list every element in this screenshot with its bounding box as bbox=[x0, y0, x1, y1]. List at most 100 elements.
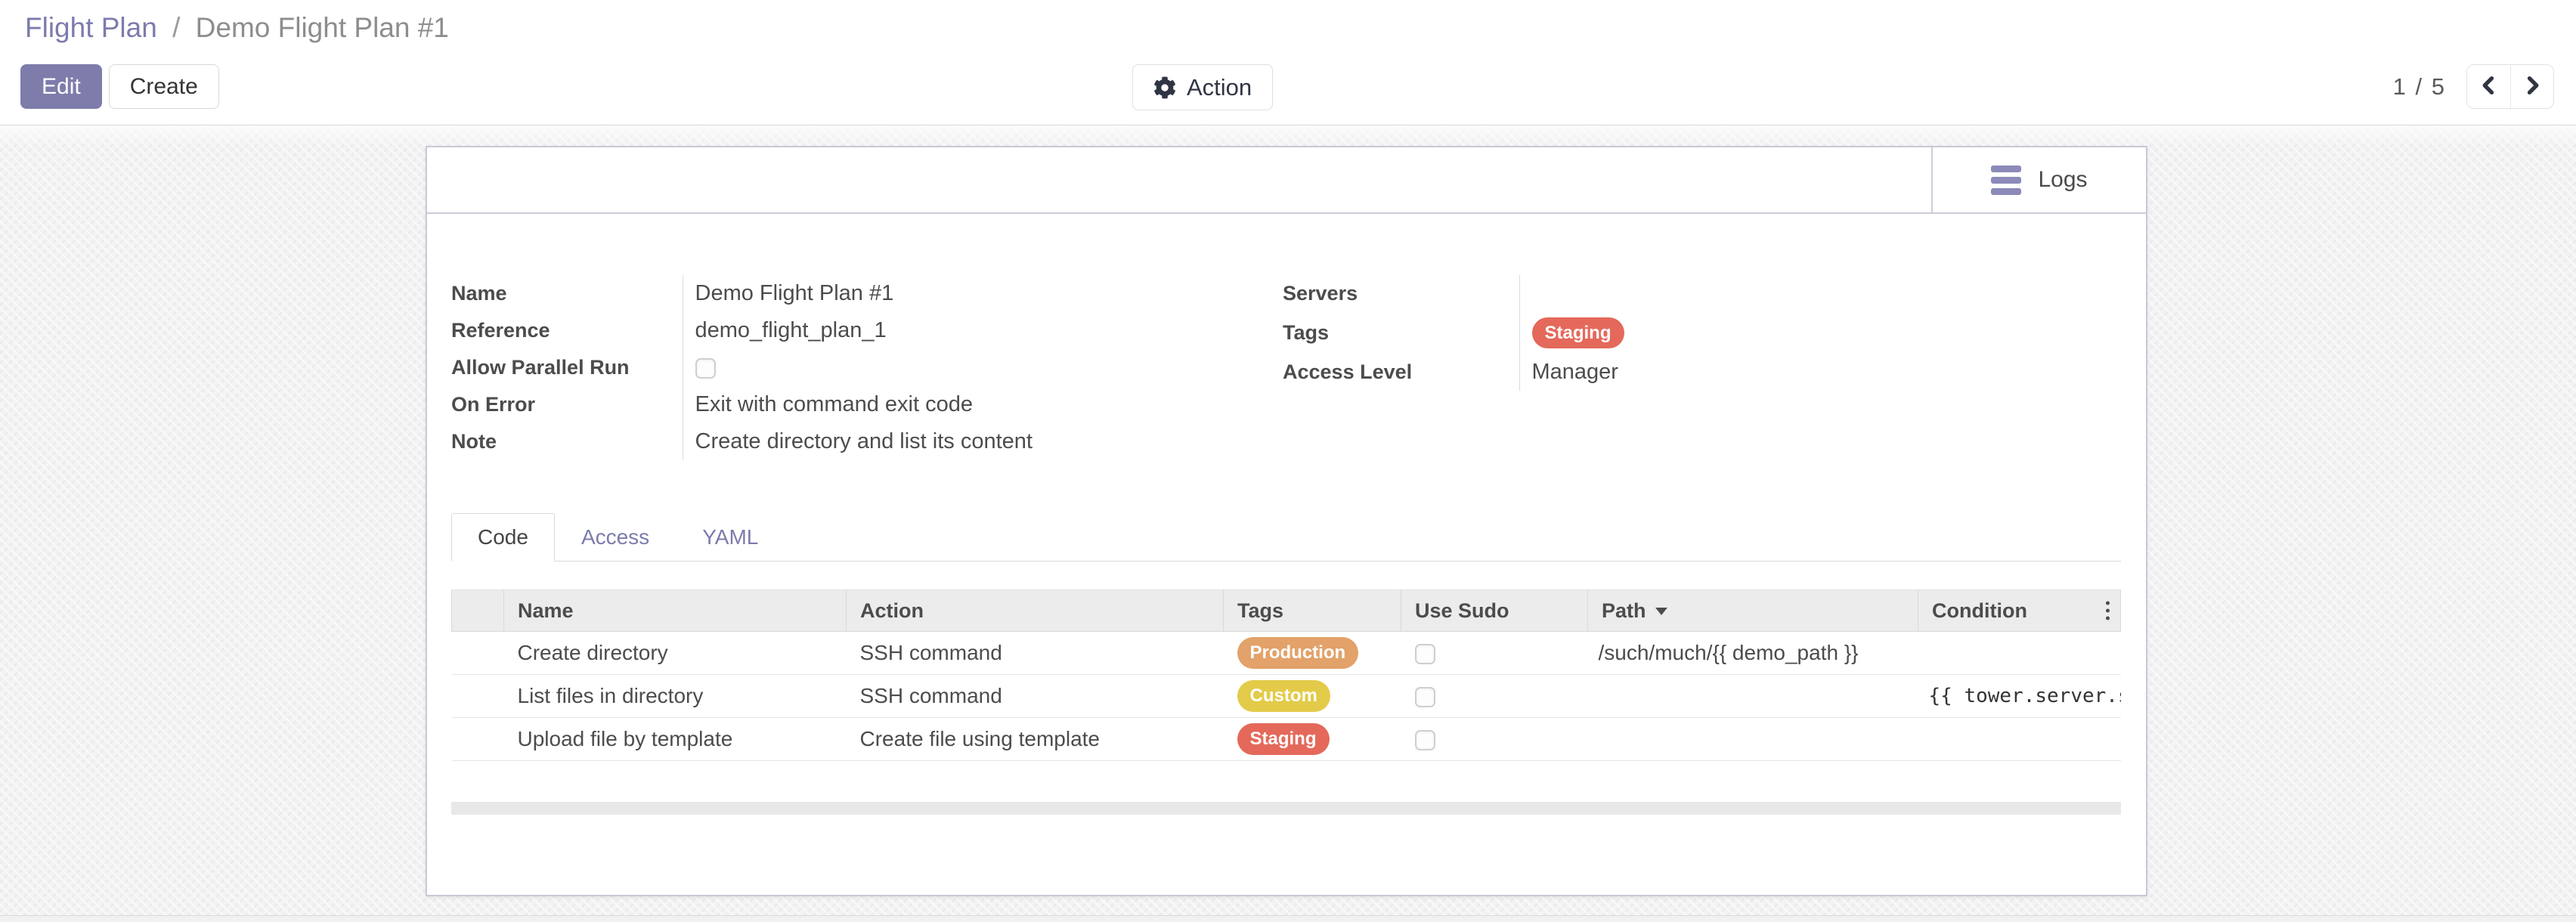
cell-name: Create directory bbox=[503, 631, 847, 675]
control-panel-buttons: Edit Create bbox=[20, 64, 219, 109]
logs-button-label: Logs bbox=[2038, 167, 2088, 192]
cell-path: /such/much/{{ demo_path }} bbox=[1587, 631, 1918, 675]
breadcrumb-parent-link[interactable]: Flight Plan bbox=[25, 12, 157, 43]
sheet-button-box: Logs bbox=[427, 147, 2146, 214]
pager-previous-button[interactable] bbox=[2467, 65, 2510, 108]
command-list-view: Name Action Tags Use Sudo Path Condition bbox=[451, 589, 2121, 761]
cell-name: List files in directory bbox=[503, 674, 847, 718]
row-handle-cell bbox=[451, 674, 504, 718]
tag-badge-staging: Staging bbox=[1531, 317, 1624, 349]
column-header-name[interactable]: Name bbox=[503, 589, 847, 632]
sort-caret-down-icon bbox=[1655, 608, 1667, 616]
cell-path bbox=[1587, 674, 1918, 718]
field-row-name: Name Demo Flight Plan #1 bbox=[451, 275, 1252, 312]
cell-condition bbox=[1918, 717, 2121, 761]
cell-tags: Production bbox=[1223, 631, 1401, 675]
field-group-left: Name Demo Flight Plan #1 Reference demo_… bbox=[451, 275, 1252, 460]
cell-name: Upload file by template bbox=[503, 717, 847, 761]
field-row-note: Note Create directory and list its conte… bbox=[451, 423, 1252, 460]
cell-action: SSH command bbox=[846, 631, 1224, 675]
tab-code[interactable]: Code bbox=[451, 513, 555, 562]
field-label-allow-parallel-run: Allow Parallel Run bbox=[451, 349, 683, 386]
allow-parallel-run-checkbox[interactable] bbox=[695, 357, 716, 379]
field-row-allow-parallel-run: Allow Parallel Run bbox=[451, 349, 1252, 386]
page-bottom-strip bbox=[0, 915, 2576, 922]
table-row[interactable]: Create directory SSH command Production … bbox=[451, 631, 2121, 675]
column-header-path-label: Path bbox=[1602, 599, 1646, 622]
chevron-left-icon bbox=[2478, 75, 2500, 98]
cell-action: Create file using template bbox=[846, 717, 1224, 761]
field-row-tags: Tags Staging bbox=[1283, 312, 2084, 354]
pager-next-button[interactable] bbox=[2510, 65, 2553, 108]
use-sudo-checkbox[interactable] bbox=[1414, 730, 1435, 751]
cell-condition: {{ tower.server.st bbox=[1918, 674, 2121, 718]
field-label-on-error: On Error bbox=[451, 386, 683, 423]
horizontal-scrollbar[interactable] bbox=[451, 802, 2121, 815]
pager-value: 1 / 5 bbox=[2392, 73, 2446, 100]
cell-tags: Custom bbox=[1223, 674, 1401, 718]
action-button-label: Action bbox=[1187, 73, 1252, 101]
table-row[interactable]: List files in directory SSH command Cust… bbox=[451, 674, 2121, 718]
field-value-servers bbox=[1519, 275, 2084, 312]
sheet-body: Name Demo Flight Plan #1 Reference demo_… bbox=[427, 214, 2146, 896]
cell-path bbox=[1587, 717, 1918, 761]
menu-bars-icon bbox=[1991, 165, 2022, 195]
column-header-tags[interactable]: Tags bbox=[1223, 589, 1401, 632]
tag-badge-production: Production bbox=[1237, 637, 1359, 669]
field-label-reference: Reference bbox=[451, 312, 683, 349]
field-value-on-error: Exit with command exit code bbox=[695, 392, 973, 416]
field-label-note: Note bbox=[451, 423, 683, 460]
cell-condition bbox=[1918, 631, 2121, 675]
tag-badge-staging: Staging bbox=[1237, 723, 1330, 755]
tab-access[interactable]: Access bbox=[581, 525, 650, 549]
edit-button[interactable]: Edit bbox=[20, 64, 102, 109]
cell-use-sudo bbox=[1401, 631, 1588, 675]
field-value-reference: demo_flight_plan_1 bbox=[695, 318, 887, 342]
breadcrumb: Flight Plan / Demo Flight Plan #1 bbox=[25, 12, 449, 44]
field-label-tags: Tags bbox=[1283, 312, 1520, 354]
optional-columns-toggle-icon[interactable] bbox=[2103, 599, 2113, 623]
field-value-note: Create directory and list its content bbox=[695, 429, 1033, 453]
pager: 1 / 5 bbox=[2393, 64, 2554, 109]
tag-badge-custom: Custom bbox=[1237, 680, 1330, 712]
cell-use-sudo bbox=[1401, 674, 1588, 718]
field-label-access-level: Access Level bbox=[1283, 354, 1520, 391]
cell-use-sudo bbox=[1401, 717, 1588, 761]
field-row-on-error: On Error Exit with command exit code bbox=[451, 386, 1252, 423]
field-group-right: Servers Tags Staging Access Level Manage… bbox=[1283, 275, 2084, 391]
form-view-background: Logs Name Demo Flight Plan #1 Reference … bbox=[0, 125, 2576, 915]
column-header-condition[interactable]: Condition bbox=[1918, 589, 2121, 632]
column-header-action[interactable]: Action bbox=[846, 589, 1224, 632]
column-header-handle bbox=[451, 589, 504, 632]
chevron-right-icon bbox=[2522, 75, 2543, 98]
pager-buttons bbox=[2466, 64, 2554, 109]
breadcrumb-separator: / bbox=[172, 12, 181, 43]
control-panel: Flight Plan / Demo Flight Plan #1 Edit C… bbox=[0, 0, 2576, 125]
action-button[interactable]: Action bbox=[1132, 64, 1274, 110]
use-sudo-checkbox[interactable] bbox=[1414, 644, 1435, 665]
field-row-servers: Servers bbox=[1283, 275, 2084, 312]
tab-yaml[interactable]: YAML bbox=[702, 525, 759, 549]
breadcrumb-current: Demo Flight Plan #1 bbox=[195, 12, 449, 43]
cell-tags: Staging bbox=[1223, 717, 1401, 761]
use-sudo-checkbox[interactable] bbox=[1414, 687, 1435, 708]
form-sheet: Logs Name Demo Flight Plan #1 Reference … bbox=[426, 146, 2147, 896]
field-row-reference: Reference demo_flight_plan_1 bbox=[451, 312, 1252, 349]
column-header-path[interactable]: Path bbox=[1587, 589, 1918, 632]
column-header-condition-label: Condition bbox=[1932, 599, 2027, 622]
field-row-access-level: Access Level Manager bbox=[1283, 354, 2084, 391]
logs-button[interactable]: Logs bbox=[1931, 147, 2146, 212]
field-label-name: Name bbox=[451, 275, 683, 312]
column-header-use-sudo[interactable]: Use Sudo bbox=[1401, 589, 1588, 632]
gear-icon bbox=[1153, 76, 1176, 99]
row-handle-cell bbox=[451, 717, 504, 761]
cell-action: SSH command bbox=[846, 674, 1224, 718]
table-row[interactable]: Upload file by template Create file usin… bbox=[451, 717, 2121, 761]
field-label-servers: Servers bbox=[1283, 275, 1520, 312]
row-handle-cell bbox=[451, 631, 504, 675]
create-button[interactable]: Create bbox=[108, 64, 219, 109]
field-value-access-level: Manager bbox=[1531, 360, 1618, 384]
notebook-tabs: Code Access YAML bbox=[451, 513, 2121, 562]
field-value-name: Demo Flight Plan #1 bbox=[695, 281, 894, 305]
table-header-row: Name Action Tags Use Sudo Path Condition bbox=[451, 589, 2121, 632]
